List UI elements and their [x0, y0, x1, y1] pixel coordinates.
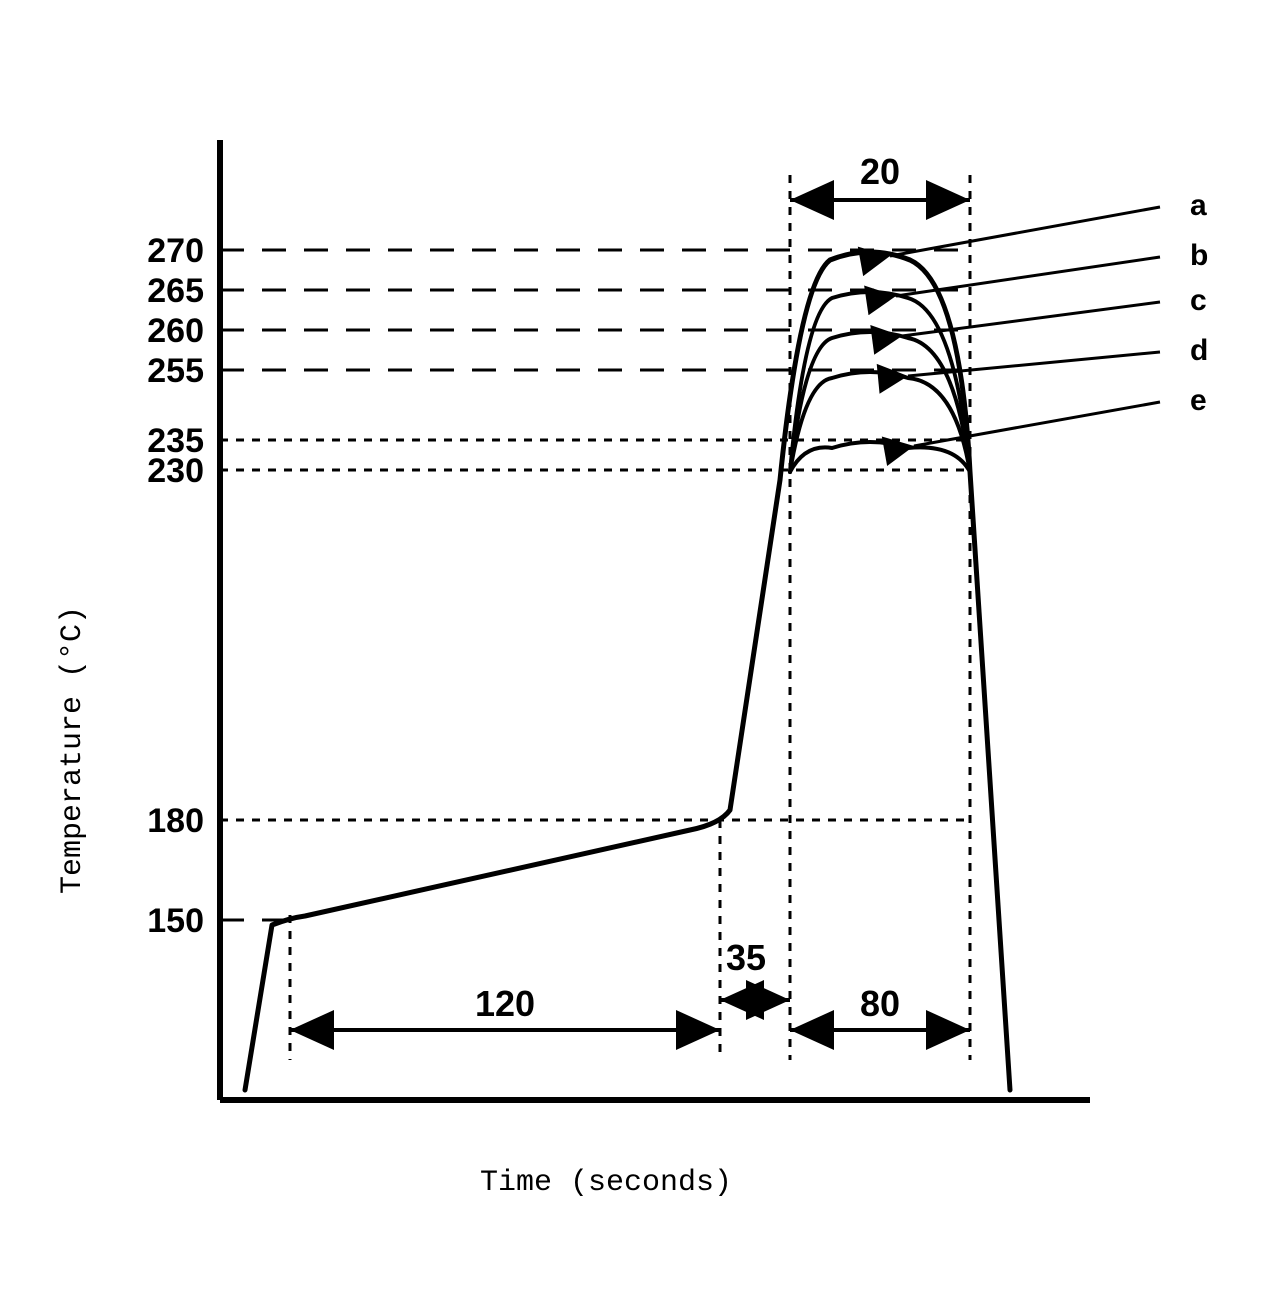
profile-curve-d — [790, 372, 970, 472]
y-tick-255: 255 — [147, 352, 204, 390]
series-pointer-a — [890, 207, 1160, 256]
series-pointer-d — [908, 352, 1160, 376]
series-pointer-c — [902, 302, 1160, 336]
dimension-label-20: 20 — [860, 151, 900, 192]
dimension-label-35: 35 — [726, 937, 766, 978]
series-label-d: d — [1190, 334, 1208, 367]
y-tick-265: 265 — [147, 272, 204, 310]
profile-curve-a — [245, 252, 1010, 1090]
series-pointer-b — [896, 257, 1160, 296]
profile-curve-e — [790, 442, 970, 472]
y-tick-260: 260 — [147, 312, 204, 350]
y-tick-180: 180 — [147, 802, 204, 840]
y-axis-label: Temperature (°C) — [56, 606, 90, 894]
series-label-a: a — [1190, 189, 1207, 222]
dimension-label-120: 120 — [475, 983, 535, 1024]
dimension-label-80: 80 — [860, 983, 900, 1024]
series-label-b: b — [1190, 239, 1208, 272]
series-label-e: e — [1190, 384, 1207, 417]
y-tick-150: 150 — [147, 902, 204, 940]
y-tick-235: 235 — [147, 422, 204, 460]
profile-curve-b — [790, 292, 970, 472]
reflow-profile-chart: Temperature (°C)Time (seconds)1501802302… — [0, 0, 1269, 1292]
y-tick-270: 270 — [147, 232, 204, 270]
x-axis-label: Time (seconds) — [480, 1166, 732, 1200]
series-label-c: c — [1190, 284, 1207, 317]
